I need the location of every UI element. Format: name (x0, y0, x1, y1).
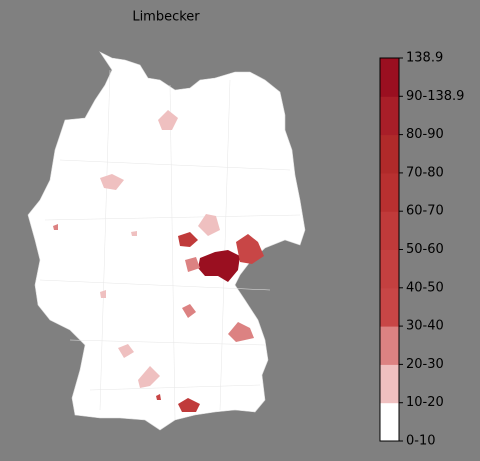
region (182, 304, 196, 318)
region (156, 394, 161, 400)
colorbar-segment (380, 172, 399, 212)
colorbar-segment (380, 287, 399, 327)
region (158, 110, 178, 130)
colorbar-segment (380, 364, 399, 404)
region (100, 290, 106, 298)
colorbar-label: 0-10 (406, 434, 436, 449)
colorbar-label: 60-70 (406, 204, 444, 219)
region (185, 257, 200, 272)
germany-map (27, 51, 306, 431)
colorbar-label: 50-60 (406, 242, 444, 257)
colorbar: 0-10 10-20 20-30 30-40 40-50 50-60 60-70 70-80 8… (379, 51, 464, 449)
region (228, 322, 254, 342)
colorbar-segment (380, 211, 399, 250)
colorbar-label: 10-20 (406, 395, 444, 410)
colorbar-segment (380, 249, 399, 289)
colorbar-label: 20-30 (406, 357, 444, 372)
region (138, 366, 160, 388)
region (198, 250, 240, 282)
region (178, 232, 198, 247)
colorbar-label: 90-138.9 (406, 89, 464, 104)
region (100, 174, 124, 190)
colorbar-segment (380, 134, 399, 174)
colorbar-label: 30-40 (406, 319, 444, 334)
colorbar-label: 40-50 (406, 280, 444, 295)
region (198, 214, 220, 236)
colorbar-segment (380, 58, 399, 97)
colorbar-label: 138.9 (406, 51, 443, 66)
region (236, 234, 264, 264)
region (53, 224, 58, 230)
colorbar-segment (380, 402, 399, 442)
district-borders (39, 69, 301, 421)
region (131, 231, 137, 236)
map-title: Limbecker (132, 10, 200, 25)
region (178, 398, 200, 412)
colorbar-segment (380, 96, 399, 136)
colorbar-label: 70-80 (406, 165, 444, 180)
region (118, 344, 134, 358)
colorbar-label: 80-90 (406, 127, 444, 142)
colorbar-segment (380, 326, 399, 365)
